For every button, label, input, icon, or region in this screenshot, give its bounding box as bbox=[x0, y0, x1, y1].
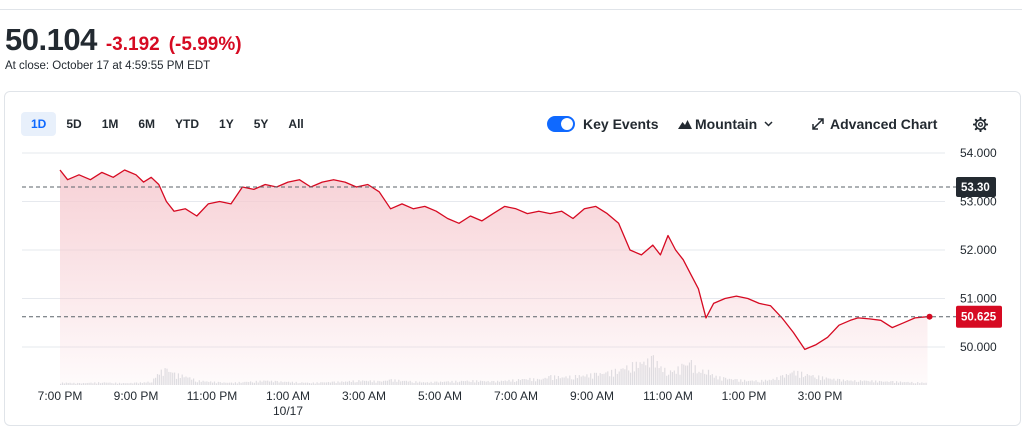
expand-icon bbox=[812, 118, 824, 130]
range-ytd[interactable]: YTD bbox=[175, 117, 200, 131]
last-price-dot bbox=[926, 313, 933, 320]
chart-style-label: Mountain bbox=[695, 116, 758, 132]
x-tick-label: 9:00 PM bbox=[114, 389, 159, 403]
x-tick-label: 9:00 AM bbox=[570, 389, 614, 403]
x-tick-label: 3:00 PM bbox=[798, 389, 843, 403]
price-change-percent: (-5.99%) bbox=[168, 34, 242, 55]
range-selector: 1D 5D 1M 6M YTD 1Y 5Y All bbox=[21, 112, 314, 136]
x-tick-label: 11:00 PM bbox=[187, 389, 237, 403]
y-tick-label: 52.000 bbox=[960, 243, 997, 257]
x-tick-label: 1:00 AM bbox=[266, 389, 310, 403]
x-tick-label: 1:00 PM bbox=[722, 389, 767, 403]
range-1d[interactable]: 1D bbox=[21, 112, 57, 136]
advanced-chart-label: Advanced Chart bbox=[830, 116, 938, 132]
last-price-tag bbox=[956, 305, 1002, 328]
x-tick-label: 7:00 AM bbox=[494, 389, 538, 403]
mountain-icon bbox=[678, 120, 692, 129]
y-tick-label: 51.000 bbox=[960, 292, 997, 306]
gear-icon[interactable] bbox=[973, 117, 988, 132]
chart-style-dropdown[interactable]: Mountain bbox=[678, 116, 773, 132]
toggle-knob bbox=[561, 118, 573, 130]
advanced-chart-button[interactable]: Advanced Chart bbox=[812, 116, 937, 132]
range-1m[interactable]: 1M bbox=[101, 117, 119, 131]
top-divider bbox=[0, 9, 1022, 10]
range-1y[interactable]: 1Y bbox=[219, 117, 234, 131]
range-all[interactable]: All bbox=[288, 117, 304, 131]
x-tick-label: 7:00 PM bbox=[38, 389, 83, 403]
range-5y[interactable]: 5Y bbox=[253, 117, 269, 131]
y-tick-label: 50.000 bbox=[960, 340, 997, 354]
price-area bbox=[60, 170, 928, 385]
prev-close-value: 53.30 bbox=[961, 182, 990, 194]
price-change: -3.192 bbox=[105, 34, 160, 55]
x-tick-label: 11:00 AM bbox=[643, 389, 693, 403]
x-date-label: 10/17 bbox=[273, 404, 303, 418]
chart-panel bbox=[4, 91, 1021, 426]
close-timestamp: At close: October 17 at 4:59:55 PM EDT bbox=[5, 60, 211, 72]
y-tick-label: 53.000 bbox=[960, 195, 997, 209]
last-price: 50.104 bbox=[5, 22, 97, 57]
quote-header: 50.104 -3.192 (-5.99%) bbox=[5, 22, 242, 58]
chevron-down-icon bbox=[764, 121, 773, 127]
price-line bbox=[59, 169, 928, 351]
key-events-label[interactable]: Key Events bbox=[583, 116, 659, 132]
range-5d[interactable]: 5D bbox=[66, 117, 82, 131]
range-6m[interactable]: 6M bbox=[138, 117, 156, 131]
x-tick-label: 5:00 AM bbox=[418, 389, 462, 403]
key-events-toggle[interactable] bbox=[547, 116, 575, 132]
x-tick-label: 3:00 AM bbox=[342, 389, 386, 403]
last-price-value: 50.625 bbox=[961, 312, 997, 324]
prev-close-tag bbox=[956, 176, 996, 197]
y-tick-label: 54.000 bbox=[960, 146, 997, 160]
